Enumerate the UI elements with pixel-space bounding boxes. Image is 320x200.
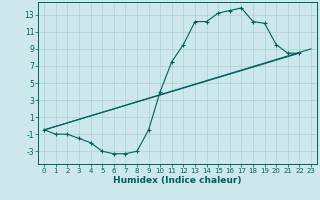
X-axis label: Humidex (Indice chaleur): Humidex (Indice chaleur) xyxy=(113,176,242,185)
